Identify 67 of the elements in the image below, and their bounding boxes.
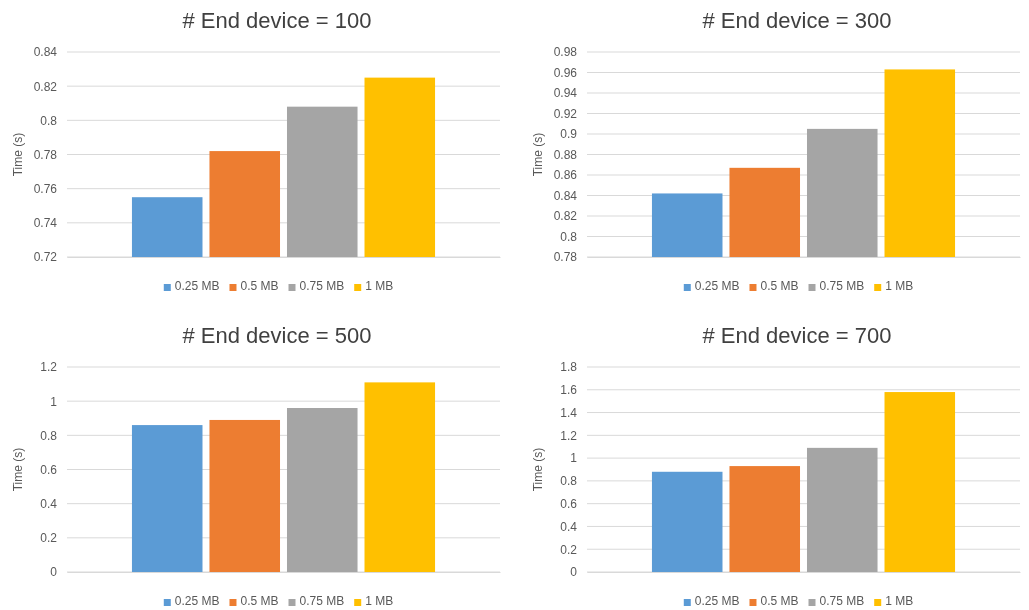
- y-tick-label: 0.86: [553, 168, 578, 183]
- chart-title: # End device = 100: [182, 8, 372, 33]
- y-tick-label: 0.9: [560, 127, 578, 142]
- y-tick-label: 0.6: [40, 462, 58, 477]
- y-tick-label: 1: [570, 451, 578, 466]
- y-tick-label: 0.8: [40, 428, 58, 443]
- y-tick-label: 0.2: [560, 542, 578, 557]
- chart-title: # End device = 700: [702, 323, 892, 348]
- bar: [729, 466, 801, 572]
- y-tick-label: 0.82: [553, 209, 578, 224]
- y-tick-label: 0.8: [560, 474, 578, 489]
- y-tick-label: 0.84: [33, 45, 58, 60]
- y-tick-label: 0.78: [553, 250, 578, 265]
- legend-label: 0.5 MB: [760, 279, 799, 293]
- y-tick-label: 0.74: [33, 216, 58, 231]
- y-tick-label: 0.98: [553, 45, 578, 60]
- legend-label: 0.75 MB: [299, 279, 345, 293]
- y-axis-title: Time (s): [531, 132, 545, 177]
- y-tick-label: 0.2: [40, 531, 58, 546]
- bar: [131, 425, 203, 572]
- legend-label: 0.25 MB: [174, 279, 220, 293]
- y-tick-label: 1.4: [560, 405, 578, 420]
- y-tick-label: 0.6: [560, 497, 578, 512]
- legend-label: 1 MB: [365, 279, 394, 293]
- legend-label: 1 MB: [365, 594, 394, 608]
- y-tick-label: 0.72: [33, 250, 58, 265]
- y-tick-label: 0.76: [33, 182, 58, 197]
- y-tick-label: 0: [570, 565, 578, 580]
- legend-label: 0.5 MB: [240, 279, 279, 293]
- y-tick-label: 0.8: [40, 113, 58, 128]
- y-tick-label: 1.2: [560, 428, 578, 443]
- chart-title: # End device = 300: [702, 8, 892, 33]
- bar: [651, 471, 723, 572]
- y-tick-label: 1.6: [560, 383, 578, 398]
- chart-title: # End device = 500: [182, 323, 372, 348]
- y-tick-label: 1.8: [560, 360, 578, 375]
- legend-label: 0.25 MB: [174, 594, 220, 608]
- y-axis-title: Time (s): [11, 447, 25, 492]
- legend-label: 0.75 MB: [299, 594, 345, 608]
- y-tick-label: 0: [50, 565, 58, 580]
- y-axis-title: Time (s): [11, 132, 25, 177]
- bar: [286, 408, 358, 572]
- legend-label: 0.75 MB: [819, 594, 865, 608]
- bar: [209, 419, 281, 572]
- y-tick-label: 0.78: [33, 147, 58, 162]
- y-tick-label: 1: [50, 394, 58, 409]
- y-tick-label: 0.4: [560, 519, 578, 534]
- y-tick-label: 0.94: [553, 86, 578, 101]
- y-tick-label: 0.96: [553, 65, 578, 80]
- y-tick-label: 1.2: [40, 360, 58, 375]
- y-tick-label: 0.82: [33, 79, 58, 94]
- bar: [806, 447, 878, 572]
- y-tick-label: 0.4: [40, 497, 58, 512]
- y-tick-label: 0.84: [553, 188, 578, 203]
- legend-label: 0.75 MB: [819, 279, 865, 293]
- legend-label: 1 MB: [885, 279, 914, 293]
- bar: [364, 382, 436, 572]
- y-tick-label: 0.8: [560, 229, 578, 244]
- y-tick-label: 0.88: [553, 147, 578, 162]
- legend-label: 0.5 MB: [760, 594, 799, 608]
- y-tick-label: 0.92: [553, 106, 578, 121]
- legend-label: 0.5 MB: [240, 594, 279, 608]
- y-axis-title: Time (s): [531, 447, 545, 492]
- legend-label: 0.25 MB: [694, 279, 740, 293]
- legend-label: 0.25 MB: [694, 594, 740, 608]
- legend-label: 1 MB: [885, 594, 914, 608]
- bar: [884, 392, 956, 572]
